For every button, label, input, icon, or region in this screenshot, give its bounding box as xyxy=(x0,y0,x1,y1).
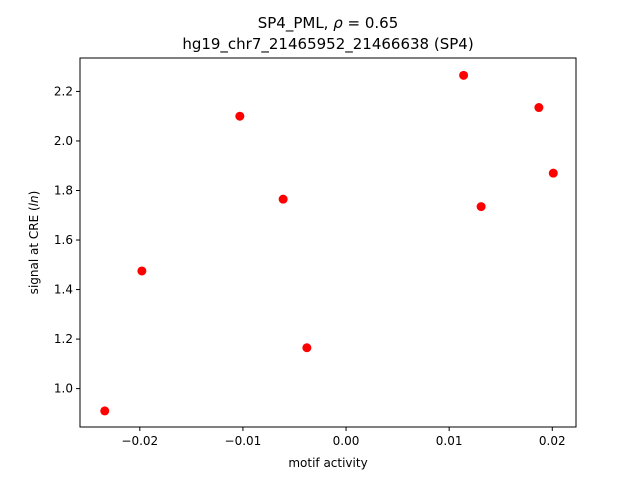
data-point-1 xyxy=(100,406,110,416)
y-tick-label: 1.4 xyxy=(54,283,73,297)
x-axis-ticks: −0.02 −0.01 0.00 0.01 0.02 xyxy=(121,427,566,448)
chart-subtitle: hg19_chr7_21465952_21466638 (SP4) xyxy=(182,35,473,54)
data-point-9 xyxy=(548,168,558,178)
data-points xyxy=(100,70,558,416)
y-tick-label: 1.2 xyxy=(54,332,73,346)
y-tick-label: 1.8 xyxy=(54,183,73,197)
y-tick-label: 1.6 xyxy=(54,233,73,247)
data-point-4 xyxy=(278,194,288,204)
data-point-2 xyxy=(137,266,147,276)
data-point-5 xyxy=(302,343,312,353)
y-tick-label: 1.0 xyxy=(54,382,73,396)
x-tick-label: 0.00 xyxy=(333,434,360,448)
x-axis-label: motif activity xyxy=(288,456,367,470)
data-point-7 xyxy=(476,202,486,212)
data-point-6 xyxy=(459,70,469,80)
data-point-3 xyxy=(235,111,245,121)
y-tick-label: 2.2 xyxy=(54,84,73,98)
x-tick-label: 0.01 xyxy=(436,434,463,448)
x-tick-label: −0.02 xyxy=(121,434,158,448)
x-tick-label: −0.01 xyxy=(225,434,262,448)
chart-title: SP4_PML, ρ = 0.65 xyxy=(258,14,399,33)
data-point-8 xyxy=(534,103,544,113)
y-tick-label: 2.0 xyxy=(54,134,73,148)
plot-area-frame xyxy=(79,57,577,428)
x-tick-label: 0.02 xyxy=(539,434,566,448)
y-axis-label: signal at CRE (ln) xyxy=(27,191,41,295)
y-axis-ticks: 1.0 1.2 1.4 1.6 1.8 2.0 2.2 xyxy=(54,84,80,396)
